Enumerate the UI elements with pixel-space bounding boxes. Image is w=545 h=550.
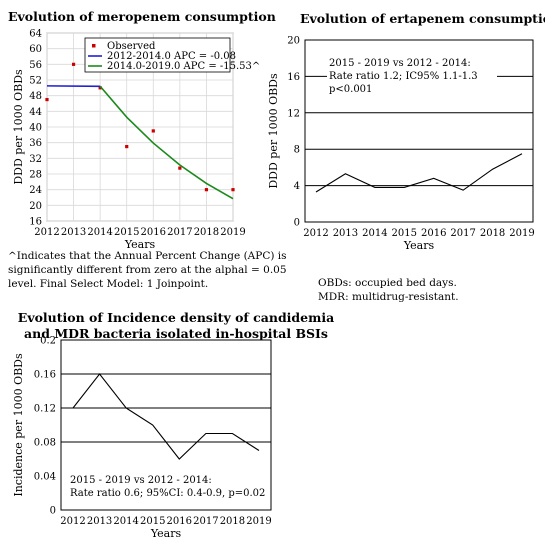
x-tick-label: 2013 <box>87 516 112 527</box>
observed-point <box>71 62 76 66</box>
x-tick-label: 2015 <box>140 516 165 527</box>
x-tick-label: 2015 <box>114 227 139 238</box>
annotation-text: Rate ratio 1.2; IC95% 1.1-1.3 <box>329 71 478 82</box>
chart-title: and MDR bacteria isolated in-hospital BS… <box>24 326 328 341</box>
x-tick-label: 2018 <box>194 227 219 238</box>
x-tick-label: 2014 <box>362 228 387 239</box>
y-tick-label: 0 <box>50 506 56 517</box>
y-tick-label: 52 <box>29 76 42 87</box>
y-tick-label: 48 <box>29 91 42 102</box>
x-axis-label: Years <box>150 527 182 540</box>
y-tick-label: 28 <box>29 170 42 181</box>
y-axis-label: Incidence per 1000 OBDs <box>12 353 25 497</box>
observed-point <box>204 188 209 192</box>
y-tick-label: 20 <box>287 36 300 47</box>
y-axis-label: DDD per 1000 OBDs <box>267 73 280 189</box>
x-tick-label: 2019 <box>220 227 245 238</box>
observed-point <box>151 129 155 133</box>
y-tick-label: 20 <box>29 201 42 212</box>
x-tick-label: 2016 <box>167 516 192 527</box>
x-tick-label: 2016 <box>421 228 446 239</box>
observed-point <box>178 166 182 170</box>
x-tick-label: 2019 <box>246 516 271 527</box>
x-tick-label: 2016 <box>141 227 166 238</box>
mdr-note: MDR: multidrug-resistant. <box>318 291 459 303</box>
annotation-text: 2015 - 2019 vs 2012 - 2014: <box>329 58 471 69</box>
observed-point <box>125 144 129 149</box>
legend-label: 2014.0-2019.0 APC = -15.53^ <box>107 61 260 72</box>
x-tick-label: 2018 <box>220 516 245 527</box>
chart-title: Evolution of Incidence density of candid… <box>18 310 334 325</box>
x-tick-label: 2012 <box>303 228 328 239</box>
y-tick-label: 24 <box>29 185 42 196</box>
x-tick-label: 2017 <box>167 227 192 238</box>
x-tick-label: 2019 <box>509 228 534 239</box>
x-tick-label: 2014 <box>113 516 138 527</box>
legend-label: 2012-2014.0 APC = -0.08 <box>107 51 236 62</box>
x-tick-label: 2012 <box>34 227 59 238</box>
y-tick-label: 40 <box>29 123 42 134</box>
y-tick-label: 44 <box>29 107 42 118</box>
y-tick-label: 32 <box>29 154 42 165</box>
x-tick-label: 2014 <box>87 227 112 238</box>
y-tick-label: 0.04 <box>34 472 56 483</box>
annotation-text: p<0.001 <box>329 84 372 95</box>
observed-point <box>45 97 49 102</box>
y-tick-label: 0.2 <box>40 336 56 347</box>
y-tick-label: 8 <box>294 145 300 156</box>
series-line <box>99 85 234 200</box>
annotation-background <box>68 472 270 502</box>
y-tick-label: 12 <box>287 108 300 119</box>
plot-frame <box>304 39 534 223</box>
legend-marker <box>92 44 96 48</box>
legend-label: Observed <box>107 41 156 52</box>
y-tick-label: 64 <box>29 29 42 40</box>
x-tick-label: 2013 <box>61 227 86 238</box>
annotation-background <box>327 55 497 99</box>
y-tick-label: 4 <box>294 181 300 192</box>
legend-box <box>84 37 231 73</box>
plot-frame <box>60 339 272 511</box>
annotation-text: 2015 - 2019 vs 2012 - 2014: <box>70 475 212 486</box>
x-tick-label: 2018 <box>480 228 505 239</box>
annotation-text: Rate ratio 0.6; 95%CI: 0.4-0.9, p=0.02 <box>70 488 265 499</box>
x-tick-label: 2013 <box>333 228 358 239</box>
y-tick-label: 0.16 <box>34 370 56 381</box>
meropenem-footnote: ^Indicates that the Annual Percent Chang… <box>8 250 287 290</box>
y-tick-label: 0.08 <box>34 438 56 449</box>
x-axis-label: Years <box>124 238 156 251</box>
obd-note: OBDs: occupied bed days. <box>318 277 457 289</box>
y-tick-label: 36 <box>29 138 42 149</box>
chart-title: Evolution of meropenem consumption <box>8 9 276 24</box>
y-axis-label: DDD per 1000 OBDs <box>12 69 25 185</box>
y-tick-label: 56 <box>29 60 42 71</box>
series-line <box>315 153 523 193</box>
x-tick-label: 2017 <box>450 228 475 239</box>
y-tick-label: 0 <box>294 218 300 229</box>
x-tick-label: 2015 <box>392 228 417 239</box>
y-tick-label: 16 <box>287 72 300 83</box>
observed-point <box>98 86 102 90</box>
series-line <box>72 373 260 460</box>
y-tick-label: 16 <box>29 217 42 228</box>
observed-point <box>231 188 235 192</box>
x-axis-label: Years <box>403 239 435 252</box>
x-tick-label: 2017 <box>193 516 218 527</box>
y-tick-label: 60 <box>29 44 42 55</box>
y-tick-label: 0.12 <box>34 404 56 415</box>
x-tick-label: 2012 <box>60 516 85 527</box>
chart-title: Evolution of ertapenem consumption <box>300 11 545 26</box>
